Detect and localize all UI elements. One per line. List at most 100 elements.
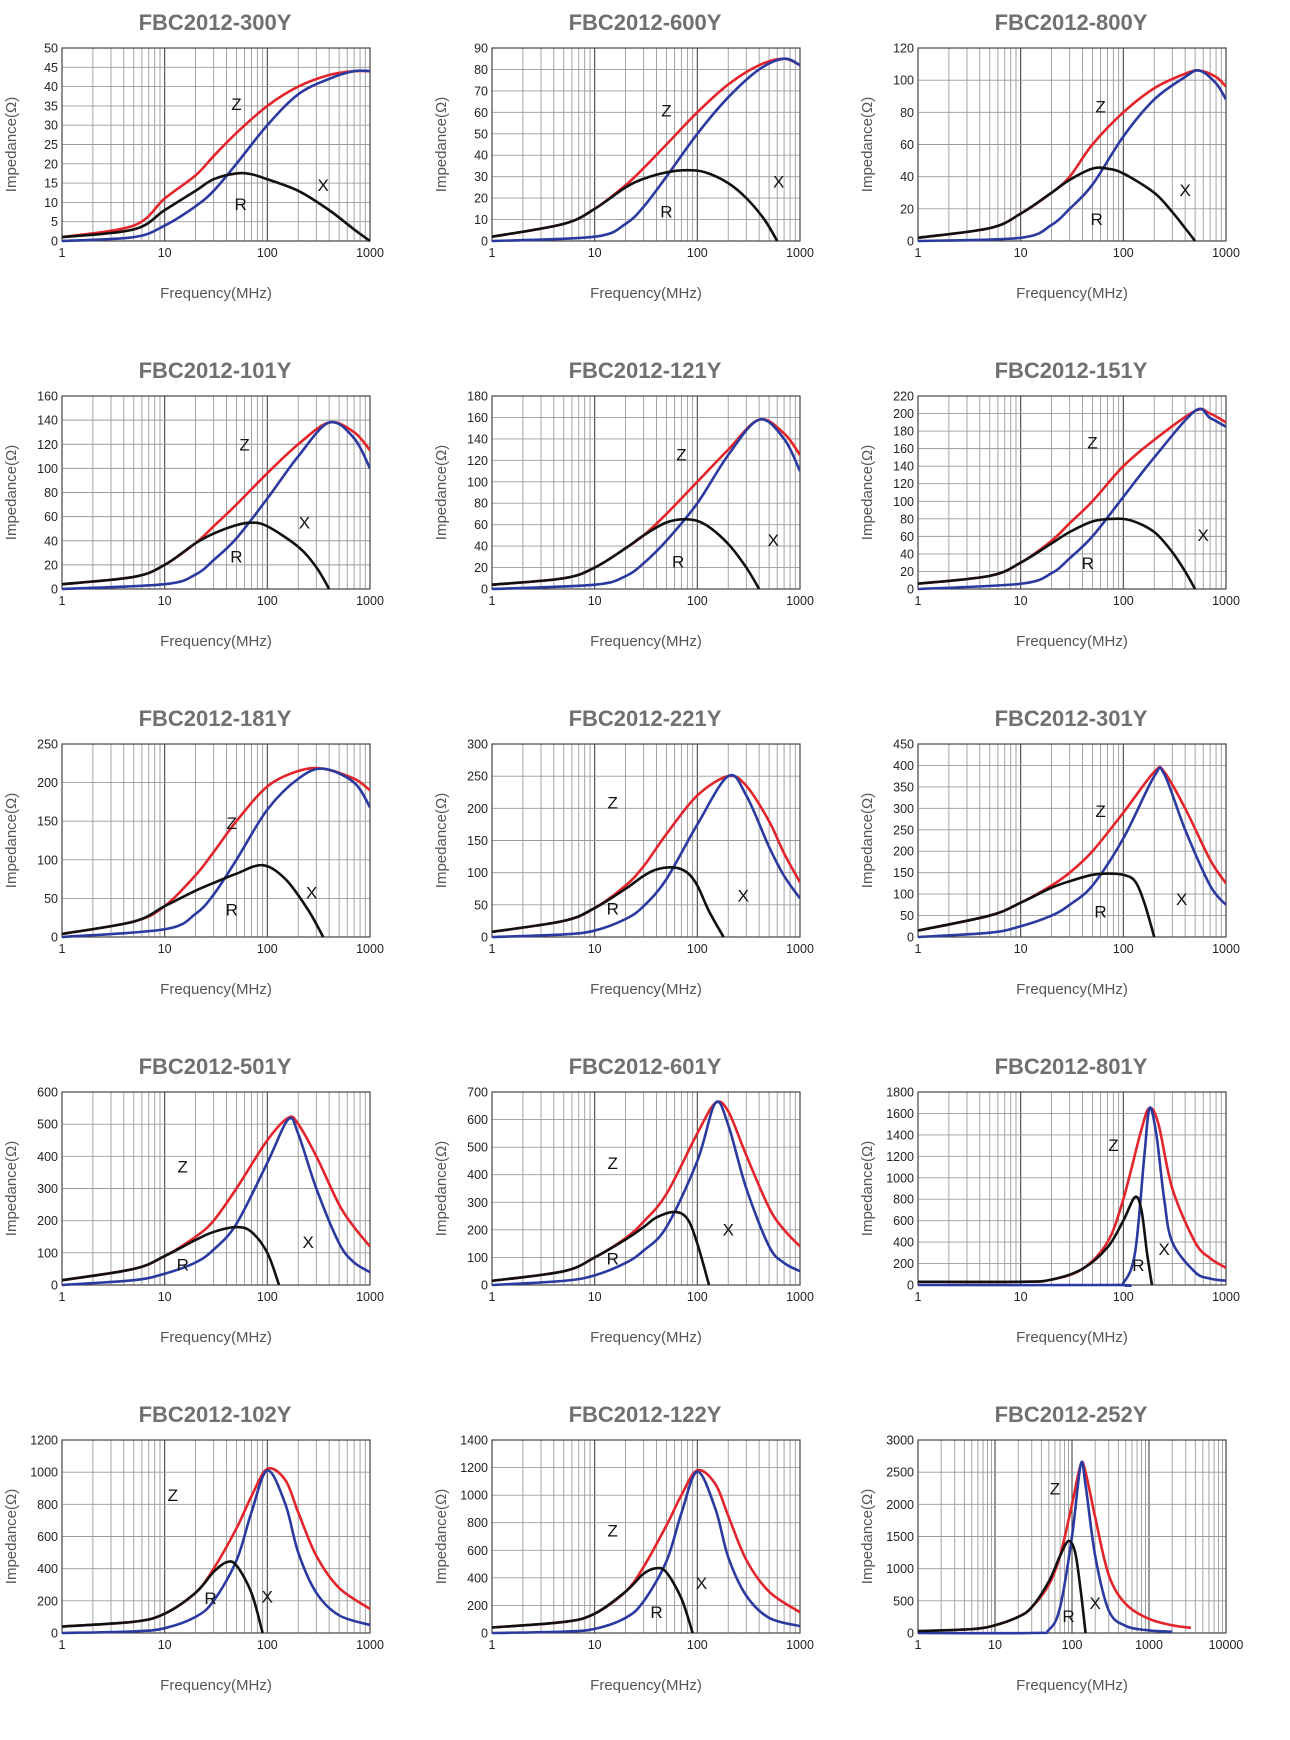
- plot-frame: [491, 395, 801, 590]
- chart-title: FBC2012-102Y: [139, 1402, 292, 1427]
- series-line-z: [918, 69, 1226, 240]
- x-tick-label: 10: [988, 1638, 1002, 1652]
- plot-frame: [917, 47, 1227, 242]
- x-tick-label: 100: [257, 246, 278, 260]
- x-tick-label: 1000: [1212, 246, 1240, 260]
- x-tick-label: 10: [588, 1290, 602, 1304]
- chart-panel: FBC2012-501Y 0 100 200 300 400 500 600 1 10 100 100…: [0, 1044, 430, 1392]
- series-line-x: [492, 517, 761, 590]
- curve-label-x: X: [303, 1233, 314, 1252]
- chart-svg: FBC2012-221Y 0 50 100 150 200 250 300 1 10 100 1000…: [433, 706, 814, 998]
- curve-label-z: Z: [1095, 802, 1105, 821]
- y-tick-label: 0: [481, 583, 488, 597]
- curve-label-z: Z: [239, 435, 249, 454]
- series-line-r: [918, 766, 1226, 939]
- x-axis-label: Frequency(MHz): [590, 1329, 702, 1346]
- series-line-z: [62, 1115, 370, 1282]
- chart-panel: FBC2012-300Y 0 5 10 15 20 25 30 35 40 45 50 1 10 100 10…: [0, 0, 430, 348]
- y-tick-label: 300: [893, 802, 914, 816]
- chart-panel: FBC2012-181Y 0 50 100 150 200 250 1 10 100 1000 Imp…: [0, 696, 430, 1044]
- series-line-r: [918, 407, 1226, 591]
- y-tick-label: 0: [51, 1627, 58, 1641]
- series-line-x: [62, 863, 325, 938]
- x-axis-label: Frequency(MHz): [160, 1677, 272, 1694]
- y-tick-label: 200: [37, 776, 58, 790]
- chart-svg: FBC2012-300Y 0 5 10 15 20 25 30 35 40 45 50 1 10 100 10…: [3, 10, 384, 302]
- curve-label-x: X: [696, 1574, 707, 1593]
- plot-frame: [917, 743, 1227, 938]
- curve-label-r: R: [1062, 1607, 1074, 1626]
- y-tick-label: 500: [467, 1141, 488, 1155]
- chart-title: FBC2012-301Y: [995, 706, 1148, 731]
- y-axis-label: Impedance(Ω): [859, 445, 876, 540]
- x-tick-label: 1: [489, 1290, 496, 1304]
- x-tick-label: 1000: [1212, 594, 1240, 608]
- y-tick-label: 1200: [460, 1461, 488, 1475]
- y-tick-label: 0: [907, 235, 914, 249]
- series-line-x: [62, 1225, 281, 1286]
- x-tick-label: 100: [1113, 246, 1134, 260]
- series-line-r: [918, 1106, 1226, 1287]
- y-tick-label: 1400: [886, 1128, 914, 1142]
- x-tick-label: 1: [59, 246, 66, 260]
- y-tick-label: 80: [900, 106, 914, 120]
- y-tick-label: 0: [907, 931, 914, 945]
- y-tick-label: 20: [900, 565, 914, 579]
- x-tick-label: 100: [1062, 1638, 1083, 1652]
- y-tick-label: 140: [893, 460, 914, 474]
- y-tick-label: 600: [467, 1544, 488, 1558]
- curve-label-z: Z: [608, 1154, 618, 1173]
- y-tick-label: 10: [44, 196, 58, 210]
- y-tick-label: 600: [37, 1530, 58, 1544]
- series-line-r: [62, 69, 370, 243]
- x-tick-label: 100: [257, 594, 278, 608]
- y-tick-label: 1000: [886, 1562, 914, 1576]
- series-line-x: [918, 517, 1197, 590]
- y-axis-label: Impedance(Ω): [3, 1489, 20, 1584]
- curve-label-x: X: [1090, 1594, 1101, 1613]
- y-tick-label: 150: [893, 866, 914, 880]
- x-tick-label: 1: [489, 942, 496, 956]
- y-tick-label: 100: [893, 74, 914, 88]
- plot-frame: [491, 1439, 801, 1634]
- chart-title: FBC2012-600Y: [569, 10, 722, 35]
- curve-label-z: Z: [1095, 97, 1105, 116]
- y-tick-label: 100: [467, 866, 488, 880]
- series-line-r: [62, 1469, 370, 1635]
- x-tick-label: 1: [489, 1638, 496, 1652]
- y-tick-label: 140: [467, 432, 488, 446]
- x-tick-label: 10: [588, 1638, 602, 1652]
- x-tick-label: 100: [687, 942, 708, 956]
- x-tick-label: 1: [59, 594, 66, 608]
- curve-label-r: R: [230, 547, 242, 566]
- series-line-x: [62, 1560, 264, 1634]
- y-tick-label: 180: [893, 425, 914, 439]
- y-tick-label: 1000: [460, 1489, 488, 1503]
- series-line-x: [492, 1566, 694, 1634]
- chart-title: FBC2012-801Y: [995, 1054, 1148, 1079]
- curve-label-z: Z: [168, 1486, 178, 1505]
- y-tick-label: 1800: [886, 1086, 914, 1100]
- series-line-x: [62, 521, 331, 590]
- y-tick-label: 2500: [886, 1466, 914, 1480]
- y-tick-label: 45: [44, 61, 58, 75]
- chart-svg: FBC2012-600Y 0 10 20 30 40 50 60 70 80 90 1 10 100 100…: [433, 10, 814, 302]
- plot-frame: [917, 395, 1227, 590]
- x-tick-label: 1000: [1212, 942, 1240, 956]
- y-tick-label: 250: [37, 738, 58, 752]
- y-tick-label: 200: [467, 1599, 488, 1613]
- y-tick-label: 20: [474, 561, 488, 575]
- series-line-r: [62, 767, 370, 939]
- y-axis-label: Impedance(Ω): [433, 1141, 450, 1236]
- y-tick-label: 20: [44, 157, 58, 171]
- y-tick-label: 250: [893, 823, 914, 837]
- series-line-x: [492, 168, 779, 242]
- y-tick-label: 3000: [886, 1434, 914, 1448]
- chart-panel: FBC2012-122Y 0 200 400 600 800 1000 1200 1400 1 10…: [430, 1392, 860, 1740]
- y-tick-label: 10: [474, 213, 488, 227]
- y-tick-label: 2000: [886, 1498, 914, 1512]
- series-line-z: [492, 57, 800, 238]
- x-axis-label: Frequency(MHz): [1016, 1677, 1128, 1694]
- chart-title: FBC2012-101Y: [139, 358, 292, 383]
- series-line-r: [492, 57, 800, 243]
